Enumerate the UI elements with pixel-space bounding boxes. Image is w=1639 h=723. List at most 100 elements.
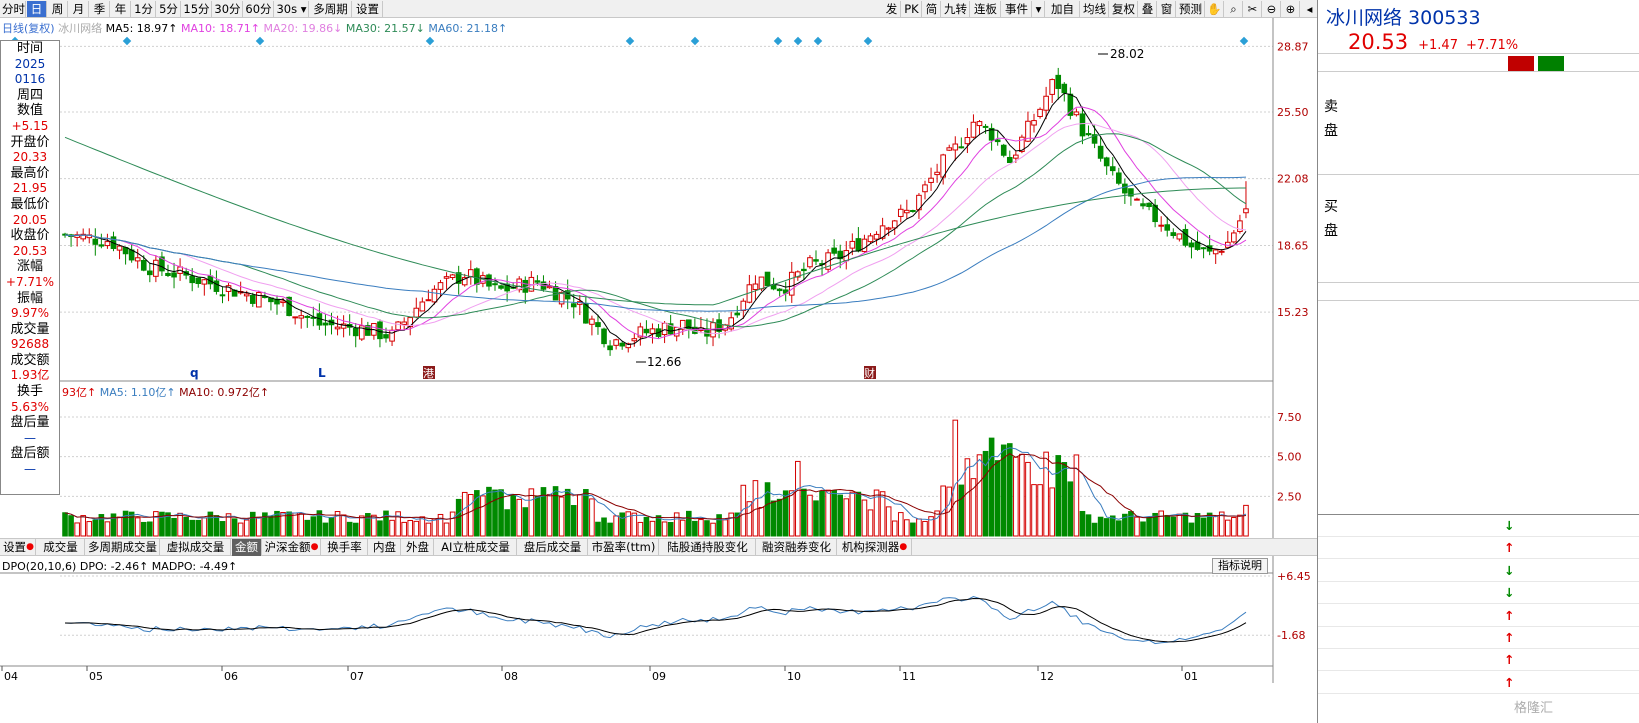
- stat-row: [1318, 450, 1639, 466]
- period-tab-13[interactable]: 设置: [353, 1, 383, 17]
- indicator-tab-2[interactable]: 多周期成交量: [86, 539, 160, 556]
- indicator-tab-7[interactable]: 内盘: [369, 539, 401, 556]
- indicator-tab-3[interactable]: 虚拟成交量: [161, 539, 231, 556]
- candle: [147, 263, 153, 283]
- orderbook-divider: [1318, 174, 1639, 175]
- indicator-tab-10[interactable]: 盘后成交量: [518, 539, 588, 556]
- tool-button-10[interactable]: 叠: [1139, 1, 1157, 17]
- period-tab-7[interactable]: 5分: [157, 1, 181, 17]
- volume-bar: [1109, 515, 1116, 537]
- period-tab-6[interactable]: 1分: [132, 1, 156, 17]
- candle: [455, 265, 462, 295]
- tool-button-11[interactable]: 窗: [1158, 1, 1176, 17]
- indicator-tab-4[interactable]: 金额: [232, 539, 262, 556]
- period-tab-2[interactable]: 周: [48, 1, 68, 17]
- period-tab-11[interactable]: 30s ▾: [275, 1, 309, 17]
- volume-bar: [952, 419, 959, 537]
- marker-q[interactable]: q: [190, 366, 199, 380]
- period-tab-12[interactable]: 多周期: [310, 1, 352, 17]
- sell-button[interactable]: [1538, 56, 1564, 71]
- tool-button-0[interactable]: 发: [883, 1, 901, 17]
- big-order-row[interactable]: [1318, 282, 1639, 301]
- volume-bar: [958, 484, 965, 537]
- tool-button-16[interactable]: ⊖: [1263, 1, 1281, 17]
- candle: [1055, 67, 1062, 100]
- marker-report-icon[interactable]: [864, 366, 876, 379]
- indicator-tab-0[interactable]: 设置●: [2, 539, 36, 556]
- indicator-tab-8[interactable]: 外盘: [402, 539, 434, 556]
- tick-row: ↑: [1318, 672, 1639, 694]
- period-tab-4[interactable]: 季: [90, 1, 110, 17]
- candle: [1031, 113, 1037, 133]
- volume-bar: [1231, 517, 1237, 537]
- tool-button-15[interactable]: ✂: [1244, 1, 1262, 17]
- period-tab-5[interactable]: 年: [111, 1, 131, 17]
- chart-mode-label[interactable]: 日线(复权): [2, 22, 55, 35]
- period-tab-9[interactable]: 30分: [213, 1, 243, 17]
- price-change-pct: +7.71%: [1465, 38, 1519, 53]
- volume-bar: [758, 506, 765, 537]
- kline-chart[interactable]: 28.87 25.50 22.08 18.65 15.23 28.02 12.66 q L 港 财 7…: [0, 18, 1317, 683]
- volume-bar: [704, 520, 710, 537]
- tool-button-5[interactable]: 事件: [1002, 1, 1032, 17]
- period-tab-1[interactable]: 日: [27, 1, 47, 17]
- tick-row: ↑: [1318, 649, 1639, 672]
- volume-bar: [613, 515, 619, 537]
- candle: [776, 288, 783, 297]
- indicator-tab-12[interactable]: 陆股通持股变化: [660, 539, 756, 556]
- volume-bar: [498, 489, 504, 537]
- tool-button-14[interactable]: ⌕: [1225, 1, 1243, 17]
- volume-bar: [922, 520, 928, 537]
- indicator-tab-5[interactable]: 沪深金额●: [263, 539, 321, 556]
- volume-bar: [98, 514, 105, 537]
- indicator-tab-14[interactable]: 机构探测器●: [838, 539, 912, 556]
- indicator-tab-13[interactable]: 融资融券变化: [757, 539, 837, 556]
- marker-hk-icon[interactable]: [423, 366, 435, 379]
- candle: [1025, 111, 1031, 143]
- info-label: 盘后量: [10, 415, 50, 431]
- tool-button-2[interactable]: 简: [923, 1, 941, 17]
- volume-bar: [867, 509, 874, 537]
- tool-button-7[interactable]: 加自选: [1046, 1, 1080, 32]
- tool-button-1[interactable]: PK: [902, 1, 922, 17]
- tool-button-4[interactable]: 连板: [971, 1, 1001, 17]
- volume-bar: [1200, 517, 1207, 537]
- tool-button-6[interactable]: ▾: [1033, 1, 1045, 17]
- period-tab-3[interactable]: 月: [69, 1, 89, 17]
- arrow-down-icon: ↓: [1504, 562, 1515, 578]
- candle: [788, 262, 795, 303]
- volume-bar: [916, 518, 922, 537]
- indicator-tab-6[interactable]: 换手率: [322, 539, 368, 556]
- volume-bar: [728, 512, 735, 537]
- indicator-tab-9[interactable]: AI立桩成交量: [435, 539, 517, 556]
- candle: [104, 233, 111, 249]
- tick-row: ↑: [1318, 537, 1639, 560]
- volume-bar: [171, 517, 177, 537]
- period-tab-0[interactable]: 分时: [2, 1, 26, 17]
- tool-button-3[interactable]: 九转: [942, 1, 970, 17]
- marker-l[interactable]: L: [318, 366, 326, 380]
- buy-button[interactable]: [1508, 56, 1534, 71]
- volume-bar: [177, 512, 183, 537]
- tool-button-13[interactable]: ✋: [1206, 1, 1224, 17]
- indicator-help-button[interactable]: 指标说明: [1212, 558, 1268, 574]
- period-tab-10[interactable]: 60分: [244, 1, 274, 17]
- volume-bar: [564, 488, 571, 537]
- candle: [516, 276, 523, 293]
- volume-bar: [843, 498, 850, 537]
- candle: [461, 273, 468, 287]
- tool-button-9[interactable]: 复权: [1110, 1, 1138, 17]
- indicator-tab-11[interactable]: 市盈率(ttm): [589, 539, 659, 556]
- tool-button-17[interactable]: ⊕: [1282, 1, 1300, 17]
- high-annotation: 28.02: [1110, 47, 1144, 61]
- candle: [171, 262, 177, 289]
- volume-bar: [1158, 510, 1164, 537]
- arrow-up-icon: ↑: [1504, 652, 1515, 668]
- period-tab-8[interactable]: 15分: [182, 1, 212, 17]
- tool-button-8[interactable]: 均线: [1081, 1, 1109, 17]
- indicator-tab-1[interactable]: 成交量: [37, 539, 85, 556]
- volume-bar: [607, 522, 613, 537]
- volume-bar: [280, 512, 286, 537]
- volume-bar: [128, 511, 135, 537]
- tool-button-12[interactable]: 预测: [1177, 1, 1205, 17]
